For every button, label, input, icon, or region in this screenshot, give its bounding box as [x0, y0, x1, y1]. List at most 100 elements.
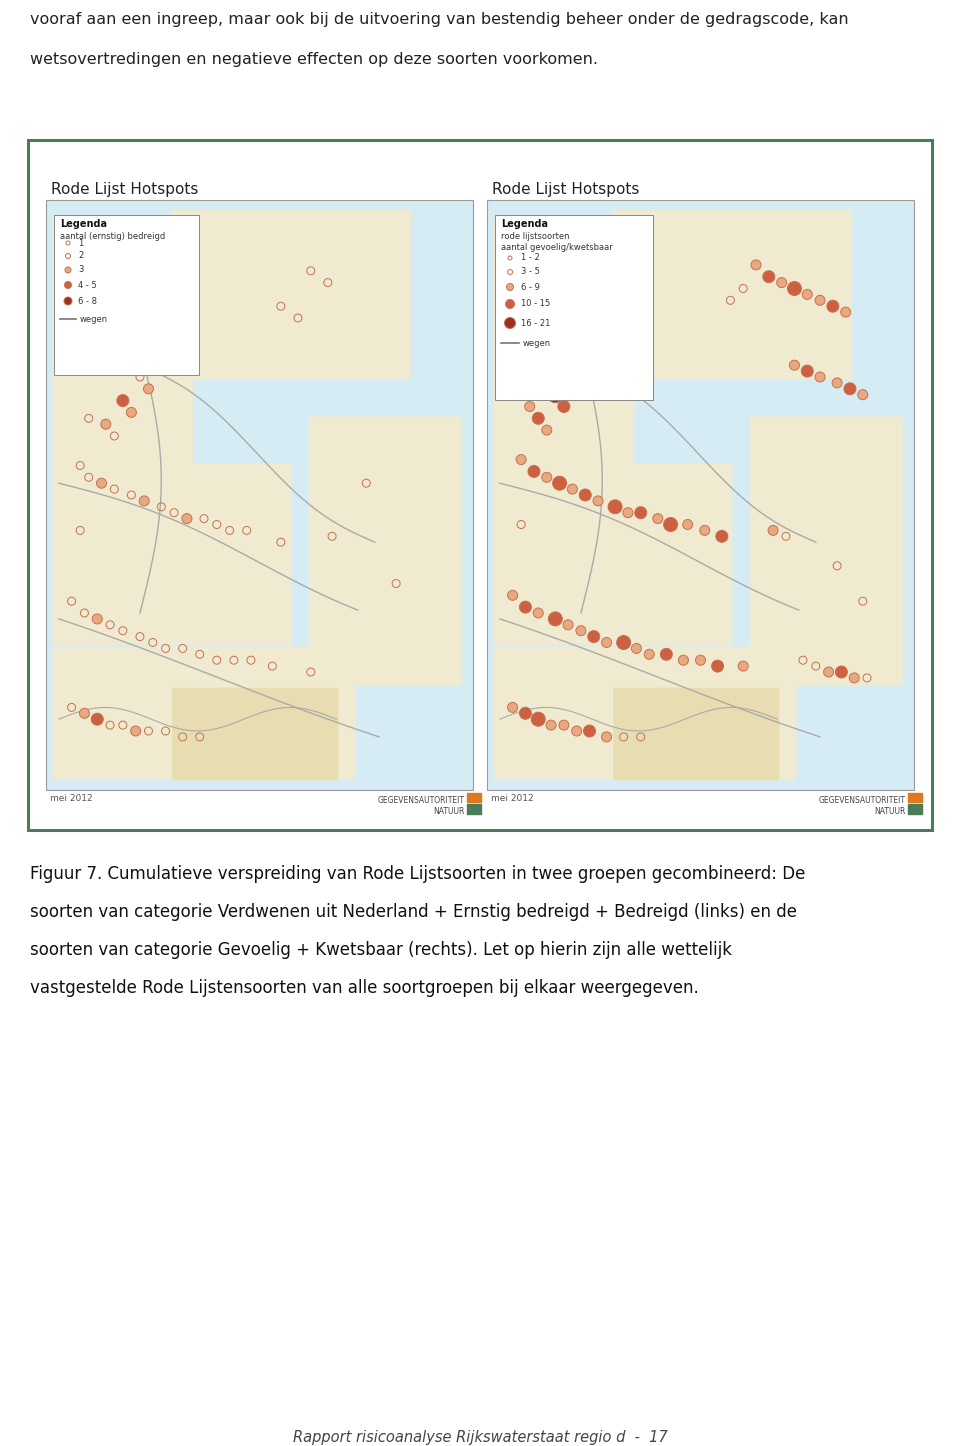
FancyBboxPatch shape [172, 688, 338, 781]
Text: 6 - 8: 6 - 8 [78, 296, 97, 305]
Circle shape [579, 489, 591, 500]
Circle shape [65, 268, 71, 273]
FancyBboxPatch shape [613, 210, 852, 379]
Circle shape [567, 366, 577, 376]
Circle shape [632, 643, 641, 654]
Circle shape [617, 347, 630, 360]
Circle shape [841, 307, 851, 317]
Text: 3 - 5: 3 - 5 [521, 268, 540, 276]
Bar [54, 215, 199, 375]
Circle shape [558, 401, 570, 412]
Circle shape [653, 513, 662, 523]
Circle shape [593, 496, 603, 506]
Text: Legenda: Legenda [60, 218, 107, 228]
Circle shape [519, 707, 532, 719]
Circle shape [635, 506, 647, 519]
Text: Legenda: Legenda [501, 218, 548, 228]
FancyBboxPatch shape [53, 215, 193, 467]
Circle shape [181, 513, 192, 523]
Circle shape [143, 383, 154, 393]
Text: mei 2012: mei 2012 [50, 794, 92, 803]
Circle shape [571, 726, 582, 736]
Circle shape [850, 672, 859, 683]
Circle shape [559, 720, 569, 730]
Circle shape [815, 372, 825, 382]
Circle shape [567, 484, 577, 495]
Circle shape [533, 607, 543, 617]
Circle shape [835, 667, 848, 678]
Text: Rode Lijst Hotspots: Rode Lijst Hotspots [51, 182, 199, 197]
Bar [908, 804, 922, 814]
Circle shape [623, 508, 633, 518]
Circle shape [751, 260, 761, 270]
Circle shape [711, 661, 724, 672]
Circle shape [92, 615, 103, 623]
FancyBboxPatch shape [309, 416, 462, 685]
Circle shape [516, 454, 526, 464]
Circle shape [802, 364, 813, 377]
Circle shape [824, 667, 833, 677]
Circle shape [695, 655, 706, 665]
Text: 6 - 9: 6 - 9 [521, 282, 540, 292]
FancyBboxPatch shape [750, 416, 903, 685]
Circle shape [541, 425, 552, 435]
Text: NATUUR: NATUUR [434, 807, 465, 816]
Bar [495, 215, 653, 401]
Text: 1: 1 [78, 239, 84, 247]
Circle shape [700, 525, 709, 535]
Circle shape [506, 299, 515, 308]
Text: 3: 3 [78, 266, 84, 275]
Circle shape [101, 419, 110, 429]
Text: vastgestelde Rode Lijstensoorten van alle soortgroepen bij elkaar weergegeven.: vastgestelde Rode Lijstensoorten van all… [30, 979, 699, 996]
Circle shape [660, 648, 672, 661]
Text: Figuur 7. Cumulatieve verspreiding van Rode Lijstsoorten in twee groepen gecombi: Figuur 7. Cumulatieve verspreiding van R… [30, 865, 805, 884]
Circle shape [683, 519, 693, 529]
Circle shape [832, 377, 842, 388]
Text: wegen: wegen [80, 314, 108, 324]
Circle shape [768, 525, 779, 535]
Text: 16 - 21: 16 - 21 [521, 318, 550, 327]
Circle shape [525, 402, 535, 412]
Circle shape [553, 476, 566, 490]
FancyBboxPatch shape [493, 646, 797, 781]
Circle shape [97, 479, 107, 489]
Circle shape [564, 620, 573, 630]
Circle shape [777, 278, 786, 288]
Circle shape [608, 500, 622, 513]
Text: 10 - 15: 10 - 15 [521, 299, 550, 308]
Text: soorten van categorie Verdwenen uit Nederland + Ernstig bedreigd + Bedreigd (lin: soorten van categorie Verdwenen uit Nede… [30, 902, 797, 921]
Circle shape [803, 289, 812, 299]
Circle shape [663, 518, 678, 532]
Circle shape [787, 282, 802, 295]
Circle shape [858, 390, 868, 399]
FancyBboxPatch shape [613, 688, 780, 781]
Circle shape [505, 318, 516, 328]
FancyBboxPatch shape [53, 464, 292, 645]
Circle shape [738, 661, 748, 671]
Text: mei 2012: mei 2012 [491, 794, 534, 803]
Text: 4 - 5: 4 - 5 [78, 281, 97, 289]
Circle shape [507, 283, 514, 291]
Text: GEGEVENSAUTORITEIT: GEGEVENSAUTORITEIT [819, 795, 906, 805]
Bar [467, 792, 481, 803]
Circle shape [602, 638, 612, 648]
Circle shape [64, 296, 72, 305]
Circle shape [547, 386, 564, 402]
FancyBboxPatch shape [493, 464, 732, 645]
Circle shape [602, 337, 612, 347]
Circle shape [588, 630, 600, 642]
Circle shape [80, 709, 89, 719]
Text: 1 - 2: 1 - 2 [521, 253, 540, 263]
Circle shape [716, 531, 728, 542]
Bar [487, 200, 914, 790]
Circle shape [508, 703, 517, 713]
Circle shape [91, 713, 104, 726]
Circle shape [64, 282, 71, 289]
FancyBboxPatch shape [172, 210, 411, 379]
Circle shape [546, 720, 556, 730]
Text: wegen: wegen [523, 338, 551, 347]
Text: 2: 2 [78, 252, 84, 260]
Bar [467, 804, 481, 814]
FancyBboxPatch shape [493, 215, 635, 467]
Circle shape [139, 496, 149, 506]
